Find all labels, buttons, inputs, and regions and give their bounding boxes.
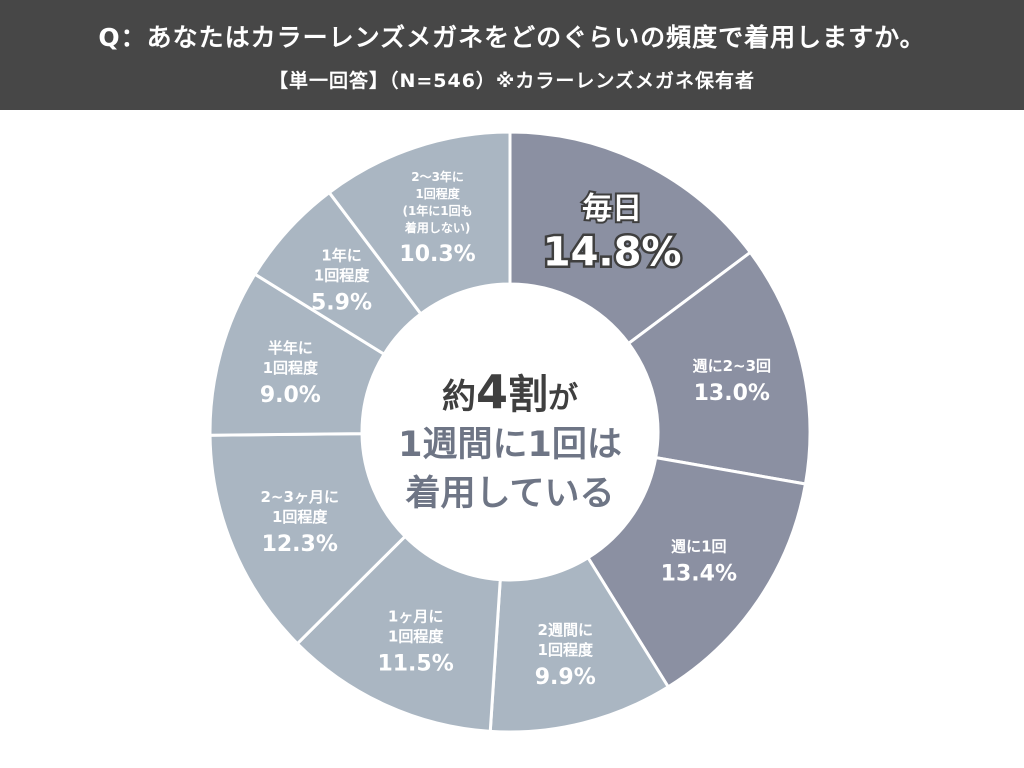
- pie-slice: [327, 130, 512, 316]
- slice-label: 半年に 1回程度 9.0%: [260, 339, 321, 408]
- slice-category-label: 着用しない): [404, 220, 471, 235]
- slice-value-label: 11.5%: [377, 652, 453, 677]
- pie-slice: [508, 130, 753, 346]
- slice-category-label: 1回程度: [263, 359, 319, 377]
- pie-slice: [208, 432, 408, 646]
- pie-slice: [295, 534, 502, 733]
- slice-value-label: 13.0%: [694, 381, 770, 406]
- slice-category-label: 1ヶ月に: [388, 608, 443, 626]
- slice-category-label: 半年に: [268, 339, 313, 357]
- slice-value-label: 9.0%: [260, 383, 321, 408]
- slice-category-label: 2~3ヶ月に: [261, 488, 339, 506]
- slice-category-label: 2週間に: [538, 621, 593, 639]
- slice-label: 2週間に 1回程度 9.9%: [535, 621, 596, 690]
- slice-label: 2~3ヶ月に 1回程度 12.3%: [261, 488, 339, 557]
- center-line-1: 約4割が: [0, 362, 1020, 420]
- slice-category-label: 2～3年に: [411, 169, 464, 184]
- slice-value-label: 10.3%: [399, 242, 475, 267]
- slice-category-label: 1回程度: [388, 628, 444, 646]
- center-word: 割: [508, 372, 548, 418]
- slice-value-label: 12.3%: [262, 532, 338, 557]
- slice-category-label: 1回程度: [538, 641, 594, 659]
- slice-value-label: 13.4%: [661, 562, 737, 587]
- center-prefix: 約: [441, 377, 476, 417]
- slice-value-label: 5.9%: [311, 290, 372, 315]
- center-suffix: が: [548, 381, 578, 416]
- question-title: Q：あなたはカラーレンズメガネをどのぐらいの頻度で着用しますか。: [98, 23, 926, 52]
- center-number: 4: [475, 365, 508, 419]
- slice-category-label: 1回程度: [314, 266, 370, 284]
- slice-category-label: 週に2~3回: [693, 357, 771, 375]
- question-subtitle: 【単一回答】（N=546）※カラーレンズメガネ保有者: [268, 70, 756, 92]
- pie-slice: [585, 455, 808, 689]
- slice-category-label: 毎日: [582, 192, 642, 227]
- slice-label: 1年に 1回程度 5.9%: [311, 246, 372, 315]
- slice-category-label: 1年に: [321, 246, 361, 264]
- header-bar: Q：あなたはカラーレンズメガネをどのぐらいの頻度で着用しますか。 【単一回答】（…: [0, 0, 1024, 110]
- center-line-3: 着用している: [405, 474, 615, 514]
- center-line-2: 1週間に1回は: [398, 425, 622, 465]
- slice-value-label: 14.8%: [543, 230, 682, 276]
- slice-category-label: (1年に1回も: [402, 203, 472, 218]
- donut-hole: [364, 286, 656, 578]
- slice-category-label: 1回程度: [415, 186, 460, 201]
- slice-label: 週に2~3回 13.0%: [693, 357, 771, 406]
- center-message: 約4割が 1週間に1回は 着用している: [0, 110, 1024, 768]
- pie-slice: [626, 250, 812, 486]
- slice-value-label: 9.9%: [535, 665, 596, 690]
- slice-category-label: 週に1回: [671, 538, 726, 556]
- slice-category-label: 1回程度: [272, 508, 328, 526]
- slice-label: 1ヶ月に 1回程度 11.5%: [377, 608, 453, 677]
- slice-label: 週に1回 13.4%: [661, 538, 737, 587]
